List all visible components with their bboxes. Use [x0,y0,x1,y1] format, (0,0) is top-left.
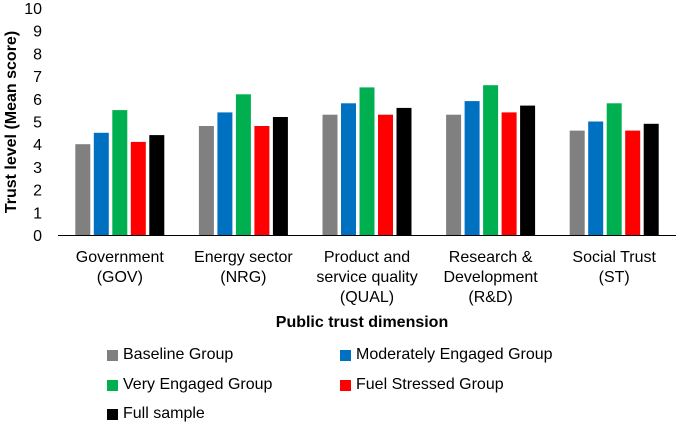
bar-moderately-engaged-group-1 [217,112,233,235]
y-tick-label: 4 [33,137,42,154]
x-category-label: Development [443,269,538,286]
y-tick-label: 2 [33,183,42,200]
bar-fuel-stressed-group-3 [501,112,517,235]
x-axis-title: Public trust dimension [276,314,448,331]
x-category-label: (R&D) [468,289,512,306]
bar-baseline-group-2 [322,114,338,235]
bar-fuel-stressed-group-4 [625,130,641,235]
x-axis-category-labels: Government (GOV) Energy sector (NRG) Product… [76,249,657,306]
bar-very-engaged-group-3 [483,85,499,235]
bar-moderately-engaged-group-4 [588,121,604,235]
bar-moderately-engaged-group-3 [464,101,480,235]
bar-fuel-stressed-group-0 [130,141,146,235]
x-category-label: (ST) [599,269,630,286]
y-axis-ticks: 0 1 2 3 4 5 6 7 8 9 10 [24,1,42,245]
bar-moderately-engaged-group-0 [93,132,109,235]
y-tick-label: 1 [33,205,42,222]
bar-baseline-group-3 [446,114,462,235]
bar-very-engaged-group-2 [359,87,375,236]
y-tick-label: 9 [33,24,42,41]
x-category-label: Product and [324,249,410,266]
y-axis-title: Trust level (Mean score) [3,31,20,213]
bars [75,85,659,236]
bar-very-engaged-group-1 [235,94,251,235]
bar-full-sample-1 [272,117,288,235]
x-category-label: (NRG) [220,269,266,286]
y-tick-label: 8 [33,46,42,63]
y-tick-label: 6 [33,92,42,109]
x-category-label: Energy sector [194,249,293,266]
bar-moderately-engaged-group-2 [341,103,356,235]
x-category-label: service quality [316,269,417,286]
bar-baseline-group-4 [569,130,585,235]
y-tick-label: 7 [33,69,42,86]
x-category-label: Government [76,249,165,266]
x-category-label: (QUAL) [340,289,394,306]
x-category-label: (GOV) [97,269,143,286]
x-category-label: Research & [449,249,533,266]
bar-baseline-group-1 [198,126,214,235]
bar-very-engaged-group-4 [606,103,622,235]
bar-full-sample-0 [149,135,165,235]
x-category-label: Social Trust [572,249,656,266]
bar-fuel-stressed-group-1 [254,126,270,235]
y-tick-label: 10 [24,1,42,18]
bar-full-sample-4 [643,123,659,235]
bar-full-sample-3 [520,105,536,235]
y-tick-label: 5 [33,115,42,132]
y-tick-label: 0 [33,228,42,245]
y-tick-label: 3 [33,160,42,177]
bar-very-engaged-group-0 [112,110,128,235]
bar-full-sample-2 [396,107,412,235]
bar-fuel-stressed-group-2 [378,114,393,235]
bar-baseline-group-0 [75,144,91,235]
